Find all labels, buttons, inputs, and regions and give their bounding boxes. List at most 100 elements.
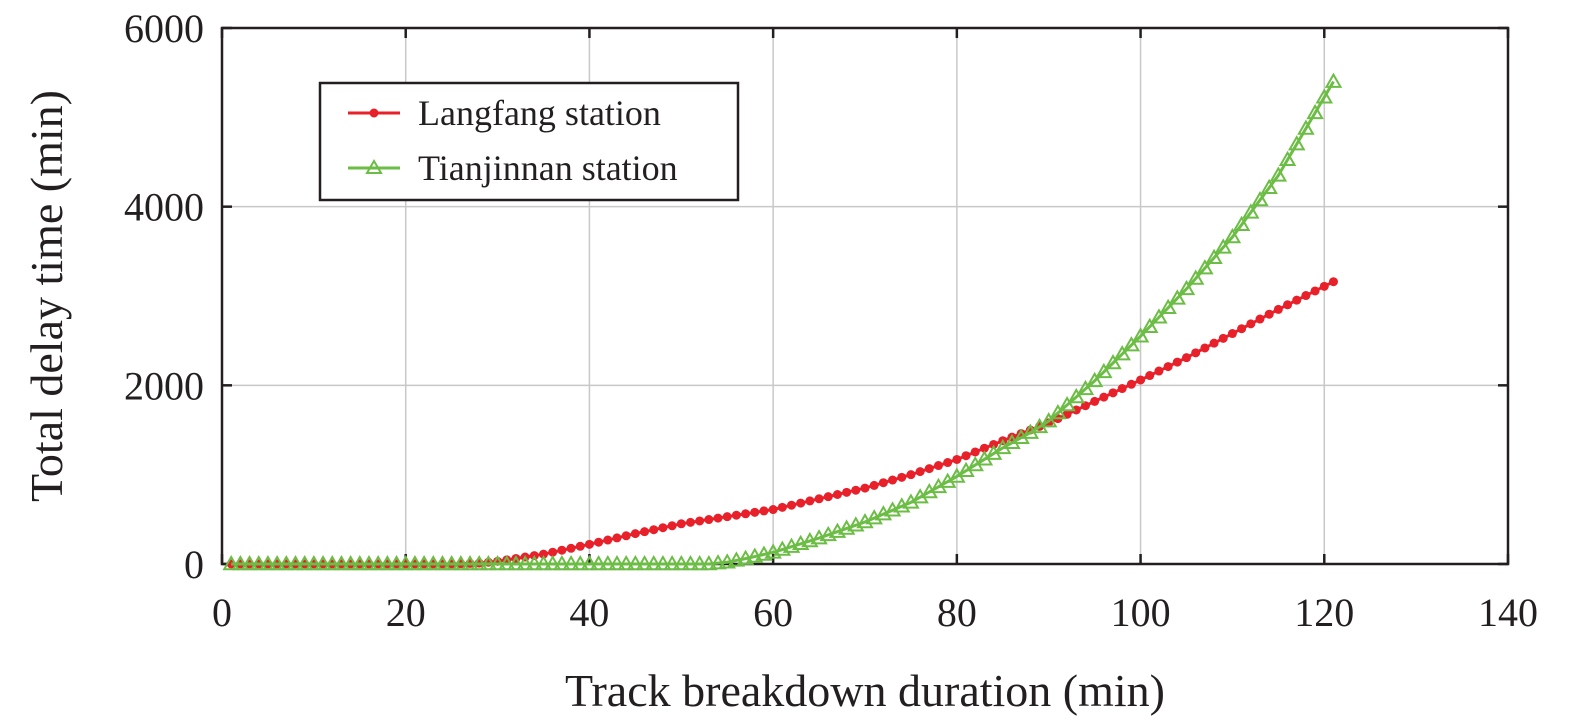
data-point [332,554,351,571]
data-point [796,498,806,508]
data-point [479,554,498,571]
data-point [599,554,617,571]
data-point [424,554,442,571]
data-point [286,554,305,571]
x-tick-label: 60 [753,590,793,635]
data-point [442,554,461,571]
data-point [1141,317,1159,333]
data-point [851,485,861,495]
data-point [1246,319,1256,329]
data-point [1095,362,1113,379]
data-point [589,554,608,571]
data-point [603,535,613,545]
y-tick-label: 6000 [124,6,204,51]
data-point [768,505,778,515]
data-point [1306,103,1324,120]
data-point [1223,228,1242,244]
data-point [713,513,723,523]
data-point [1172,357,1182,367]
data-point [1288,135,1306,151]
data-point [1108,388,1118,398]
y-axis-title: Total delay time (min) [21,90,72,502]
data-point [507,554,525,571]
data-point [1292,295,1302,305]
series-layer [222,72,1343,571]
data-point [1122,336,1141,352]
data-point [1154,366,1164,376]
legend-label-tianjinnan: Tianjinnan station [418,148,678,188]
data-point [1328,277,1338,287]
legend-marker-triangle [365,159,383,174]
data-point [672,554,691,571]
data-point [814,494,824,504]
data-point [1196,259,1214,275]
data-point [915,467,925,477]
data-point [406,554,424,571]
data-point [842,487,852,497]
data-point [341,554,360,571]
data-point [1090,396,1100,406]
data-point [222,554,240,571]
data-point [539,549,548,559]
data-point [584,539,594,549]
data-point [617,554,635,571]
data-point [1205,248,1223,265]
data-point [722,512,732,522]
data-point [667,521,677,531]
data-point [1237,324,1247,334]
data-point [654,554,672,571]
data-point [1113,345,1131,361]
legend-marker-circle [369,108,379,118]
data-point [1126,379,1136,389]
data-point [1264,309,1274,319]
data-point [525,554,544,571]
data-point [700,554,718,571]
data-point [433,554,452,571]
data-point [933,461,943,471]
data-point [566,543,576,553]
data-point [1324,72,1343,88]
data-point [1163,362,1173,372]
data-point [1242,203,1260,219]
data-point [718,553,736,569]
data-point [498,554,516,571]
data-point [727,551,746,567]
legend: Langfang station Tianjinnan station [318,81,740,202]
data-point [369,554,387,571]
data-point [557,545,567,555]
data-point [787,500,797,510]
data-point [1067,387,1085,404]
data-point [663,554,681,571]
data-point [548,547,558,557]
data-point [562,554,580,571]
data-point [832,489,842,499]
data-point [387,554,406,571]
data-point [1255,314,1265,324]
data-point [1071,405,1081,415]
data-point [1168,289,1187,305]
plot-frame [220,26,1510,566]
data-point [1085,371,1104,388]
data-point [360,554,378,571]
data-point [1131,327,1150,343]
data-point [1297,119,1315,135]
data-point [1260,178,1278,194]
data-point [989,439,999,449]
x-tick-label: 100 [1111,590,1171,635]
x-tick-label: 0 [212,590,232,635]
data-point [1209,338,1219,348]
data-point [658,523,668,533]
data-point [553,554,571,571]
data-point [250,554,268,571]
data-point [594,537,604,547]
data-point [1099,392,1109,402]
data-point [1150,308,1168,324]
data-point [741,509,751,519]
data-point [630,529,640,539]
data-point [1310,286,1320,296]
data-point [240,554,259,571]
data-point [314,554,332,571]
data-point [1273,304,1283,314]
data-point [649,525,659,535]
legend-label-langfang: Langfang station [418,93,661,133]
